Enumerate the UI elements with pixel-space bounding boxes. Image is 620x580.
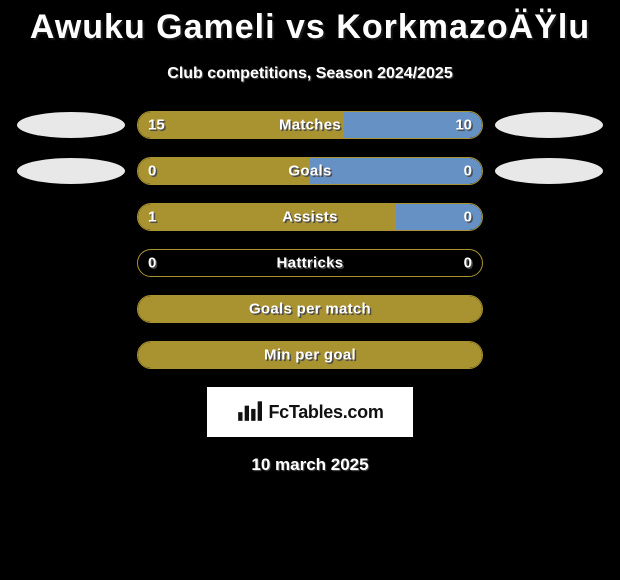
stat-label: Goals per match <box>138 301 482 318</box>
stat-label: Min per goal <box>138 347 482 364</box>
stat-left-value: 15 <box>148 117 165 134</box>
stat-row: Matches15 10 <box>0 111 620 139</box>
fctables-watermark: FcTables.com <box>207 387 413 437</box>
right-bubble <box>495 112 603 138</box>
stat-label: Hattricks <box>138 255 482 272</box>
stat-left-value: 0 <box>148 255 156 272</box>
stat-bar: Goals per match <box>137 295 483 323</box>
page-title: Awuku Gameli vs KorkmazoÄŸlu <box>0 0 620 47</box>
date-label: 10 march 2025 <box>0 455 620 475</box>
stat-right-value: 0 <box>464 209 472 226</box>
stat-left-value: 0 <box>148 163 156 180</box>
stat-row: Hattricks0 0 <box>0 249 620 277</box>
watermark-text: FcTables.com <box>268 402 383 423</box>
stat-right-value: 10 <box>455 117 472 134</box>
stat-bar: Hattricks0 0 <box>137 249 483 277</box>
left-bubble <box>17 158 125 184</box>
stat-row: Goals0 0 <box>0 157 620 185</box>
stat-label: Goals <box>138 163 482 180</box>
right-bubble <box>495 158 603 184</box>
stat-bar: Goals0 0 <box>137 157 483 185</box>
bars-icon <box>236 397 262 428</box>
stat-label: Matches <box>138 117 482 134</box>
stat-label: Assists <box>138 209 482 226</box>
stat-right-value: 0 <box>464 255 472 272</box>
stat-row: Goals per match <box>0 295 620 323</box>
stat-right-value: 0 <box>464 163 472 180</box>
stat-bar: Min per goal <box>137 341 483 369</box>
comparison-rows: Matches1510Goals00Assists10Hattricks00Go… <box>0 111 620 369</box>
subtitle: Club competitions, Season 2024/2025 <box>0 65 620 83</box>
stat-left-value: 1 <box>148 209 156 226</box>
left-bubble <box>17 112 125 138</box>
stat-bar: Matches15 10 <box>137 111 483 139</box>
stat-bar: Assists1 0 <box>137 203 483 231</box>
stat-row: Min per goal <box>0 341 620 369</box>
stat-row: Assists1 0 <box>0 203 620 231</box>
